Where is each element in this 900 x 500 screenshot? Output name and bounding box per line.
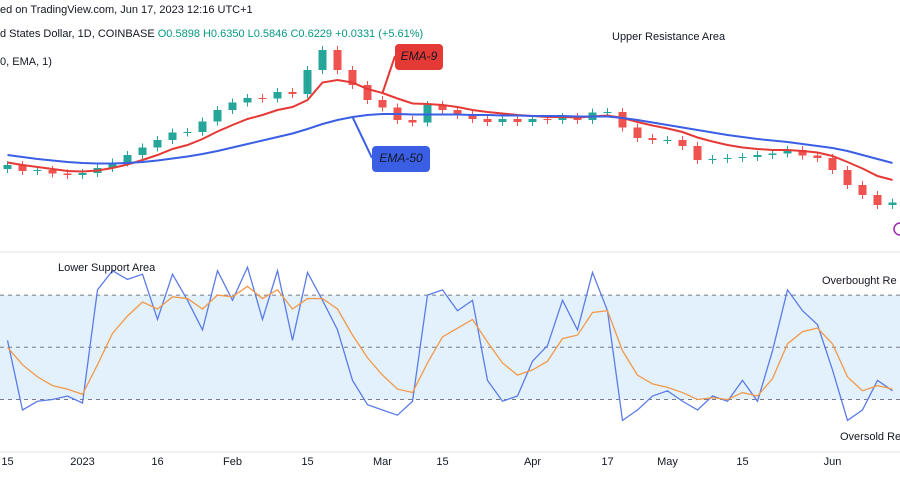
candle-body [303,70,312,94]
x-tick-label: 16 [151,456,163,468]
callout-label: EMA-50 [379,151,423,165]
callout [351,116,373,159]
candle-body [288,92,297,94]
candle-body [648,138,657,140]
candle-body [543,119,552,120]
annotation: Lower Support Area [58,262,156,274]
candle-body [363,85,372,100]
oscillator-line [6,265,893,422]
candle-body [183,132,192,133]
indicator-label: 0, EMA, 1) [0,56,52,68]
candle-body [633,127,642,138]
symbol: d States Dollar, 1D, COINBASE [0,28,155,40]
callout-label: EMA-9 [401,49,438,63]
x-tick-label: 15 [736,456,748,468]
candle-body [138,147,147,155]
candle-body [18,165,27,171]
candle-body [213,110,222,122]
candle-body [483,119,492,122]
x-tick-label: May [657,456,678,468]
candle-body [453,110,462,115]
candle-body [438,105,447,110]
candle-body [318,50,327,70]
candle-body [378,100,387,108]
candle-body [498,119,507,122]
oscillator-line [7,285,893,401]
x-tick-label: 2023 [70,456,94,468]
x-tick-label: 17 [601,456,613,468]
callout-box [372,146,430,172]
candle-body [618,112,627,128]
candle-body [708,159,717,160]
candle-body [33,170,42,171]
candle-body [408,120,417,123]
candle-body [723,158,732,159]
candle-body [768,153,777,155]
candle-body [348,70,357,85]
candle-body [753,155,762,157]
candle-body [663,140,672,141]
change: +0.0331 (+5.61%) [335,28,424,40]
candle-body [63,173,72,175]
annotation: Overbought Re [822,275,897,287]
candle-body [558,117,567,120]
candle-body [798,150,807,156]
candle-body [603,112,612,113]
candle-body [783,150,792,154]
candle-body [333,50,342,70]
x-tick-label: 15 [1,456,13,468]
callout-box [395,44,443,70]
x-tick-label: Jun [824,456,842,468]
header-line: d States Dollar, 1D, COINBASE O0.5898 H0… [0,28,423,40]
candle-body [78,173,87,175]
candle-body [273,92,282,99]
marker [893,222,900,236]
x-tick-label: Apr [524,456,541,468]
candle-body [738,157,747,158]
candle-body [48,170,57,174]
candle-body [468,115,477,119]
x-tick-label: 15 [436,456,448,468]
ohlc: O0.5898 H0.6350 L0.5846 C0.6229 [157,28,333,40]
candle-body [228,102,237,110]
annotation: Oversold Re [840,431,900,443]
x-tick-label: Feb [223,456,242,468]
ema-line [7,78,893,181]
x-tick-label: Mar [373,456,392,468]
header-line: ed on TradingView.com, Jun 17, 2023 12:1… [0,4,253,16]
candle-body [693,146,702,160]
candle-body [258,98,267,99]
annotation: Upper Resistance Area [612,31,726,43]
candle-body [198,121,207,132]
ema-line [7,113,893,165]
candle-body [3,165,12,169]
candle-body [813,155,822,158]
candle-body [108,162,117,168]
x-tick-label: 15 [301,456,313,468]
callout [381,55,396,94]
candle-body [153,140,162,148]
candle-body [243,98,252,103]
candle-body [828,158,837,170]
candle-body [513,119,522,122]
candle-body [873,195,882,205]
candle-body [888,202,897,205]
candle-body [123,155,132,163]
candle-body [678,140,687,146]
candle-body [858,185,867,195]
candle-body [168,132,177,140]
candle-body [528,119,537,122]
candle-body [843,170,852,185]
